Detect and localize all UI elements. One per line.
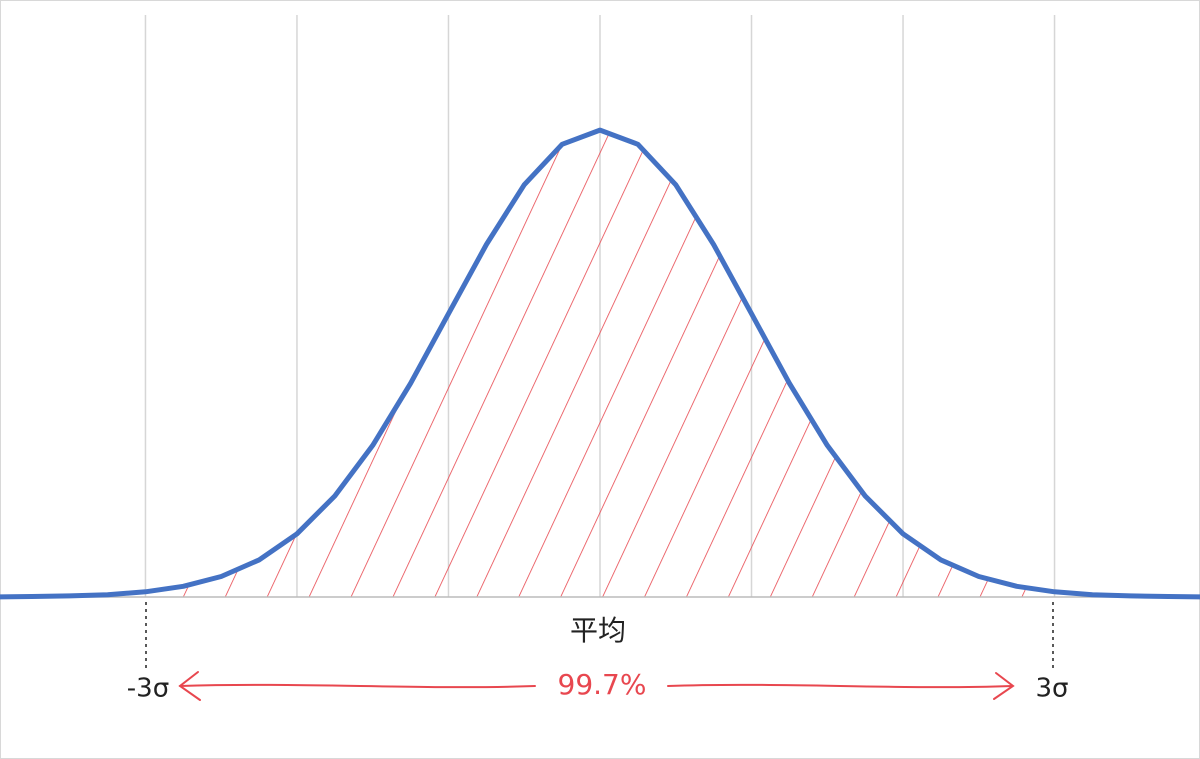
range-arrow — [178, 671, 1015, 701]
lower-label: -3σ — [127, 674, 169, 704]
coverage-label: 99.7% — [558, 668, 647, 701]
curve — [0, 127, 1200, 600]
upper-label: 3σ — [1035, 674, 1068, 704]
mean-label: 平均 — [570, 614, 626, 647]
